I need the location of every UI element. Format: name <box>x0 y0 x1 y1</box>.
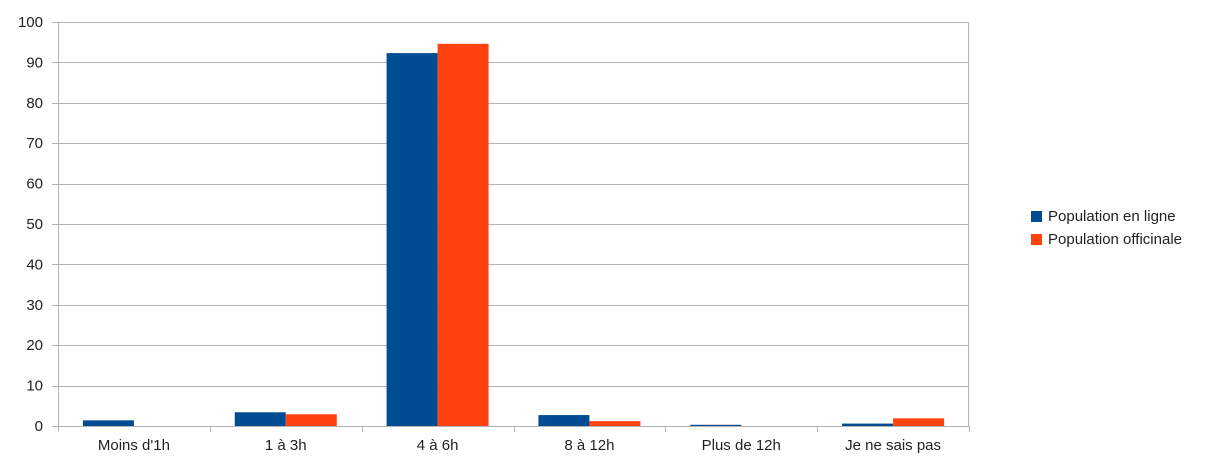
y-tick-label-100: 100 <box>18 14 43 31</box>
bar-population-officinale-5 <box>893 418 945 426</box>
y-tick-label-20: 20 <box>26 337 43 354</box>
bar-population-en-ligne-5 <box>842 423 894 426</box>
y-tick-label-60: 60 <box>26 176 43 193</box>
bar-population-officinale-2 <box>437 43 489 426</box>
x-tick-label-1: 1 à 3h <box>265 437 307 454</box>
y-axis-tick-labels: 0 10 20 30 40 50 60 70 80 90 100 <box>18 14 43 435</box>
y-tick-label-30: 30 <box>26 297 43 314</box>
x-tick-label-4: Plus de 12h <box>702 437 781 454</box>
y-tick-label-70: 70 <box>26 135 43 152</box>
bar-population-officinale-3 <box>589 421 641 426</box>
legend-swatch-population-officinale <box>1031 234 1042 245</box>
legend-item-population-officinale: Population officinale <box>1031 228 1182 251</box>
bar-population-officinale-1 <box>285 414 337 426</box>
y-tick-label-40: 40 <box>26 256 43 273</box>
y-tick-label-0: 0 <box>35 418 43 435</box>
legend-label-population-en-ligne: Population en ligne <box>1048 208 1176 225</box>
x-tick-label-5: Je ne sais pas <box>845 437 941 454</box>
x-tick-label-0: Moins d'1h <box>98 437 170 454</box>
legend: Population en ligne Population officinal… <box>1031 205 1182 251</box>
bar-population-en-ligne-4 <box>690 424 742 426</box>
bar-population-en-ligne-1 <box>234 412 286 426</box>
bar-population-en-ligne-2 <box>386 53 438 426</box>
y-tick-label-50: 50 <box>26 216 43 233</box>
bar-population-en-ligne-3 <box>538 415 590 426</box>
bar-population-en-ligne-0 <box>82 420 134 426</box>
legend-swatch-population-en-ligne <box>1031 211 1042 222</box>
x-tick-label-3: 8 à 12h <box>564 437 614 454</box>
legend-label-population-officinale: Population officinale <box>1048 231 1182 248</box>
x-tick-label-2: 4 à 6h <box>417 437 459 454</box>
y-tick-label-80: 80 <box>26 95 43 112</box>
bars <box>82 43 945 426</box>
legend-item-population-en-ligne: Population en ligne <box>1031 205 1182 228</box>
y-tick-label-10: 10 <box>26 378 43 395</box>
grid-lines <box>52 22 970 432</box>
x-axis-tick-labels: Moins d'1h 1 à 3h 4 à 6h 8 à 12h Plus de 12h… <box>98 437 941 454</box>
y-tick-label-90: 90 <box>26 54 43 71</box>
